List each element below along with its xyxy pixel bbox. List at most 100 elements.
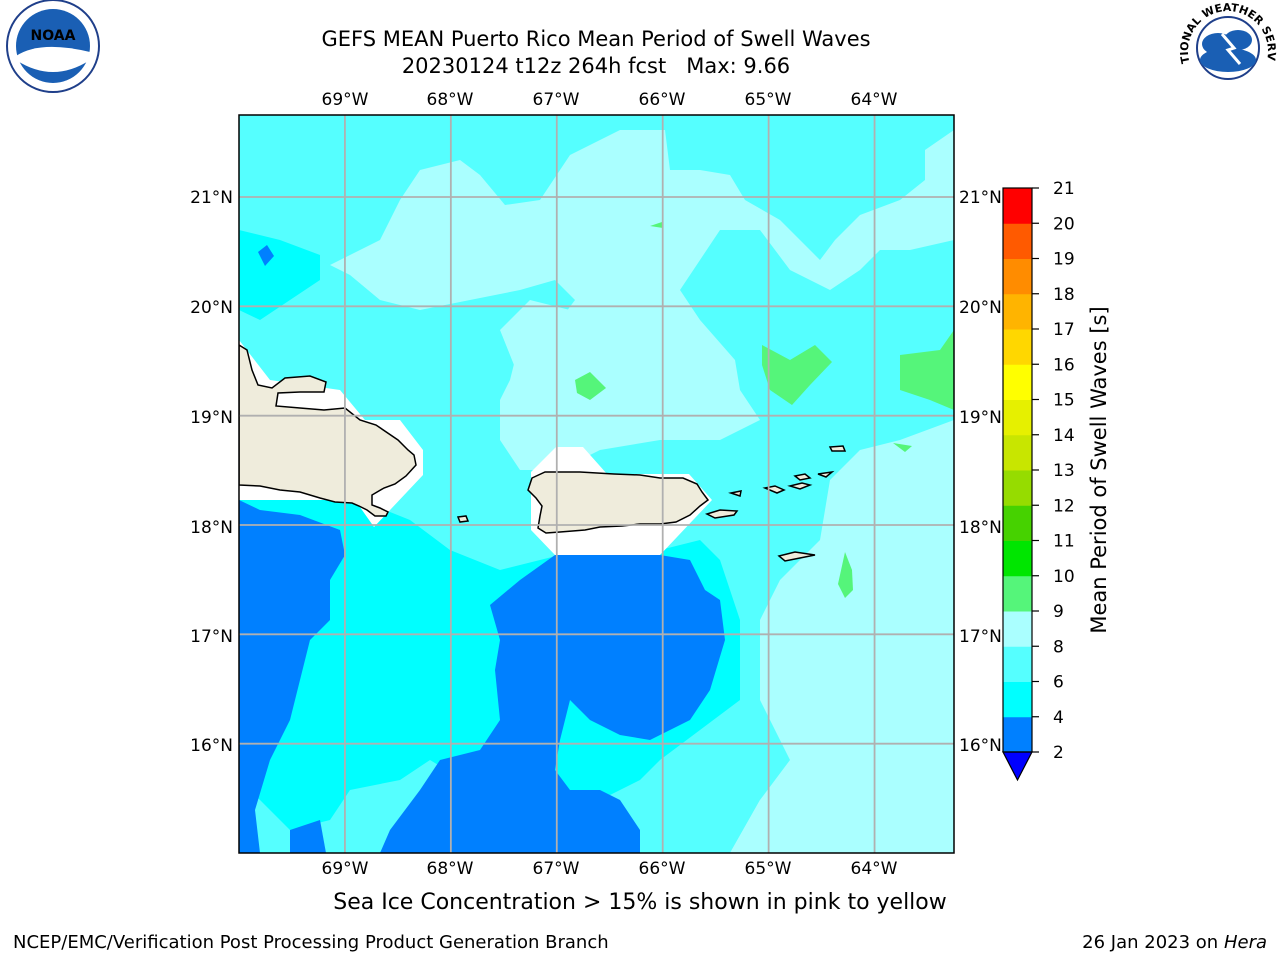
colorbar-swatch	[1003, 188, 1032, 224]
swell-band-8-9-blob-center	[500, 300, 640, 400]
colorbar-tick-label: 8	[1053, 637, 1064, 657]
swell-band-2-4-south-central	[380, 555, 725, 853]
colorbar-swatch	[1003, 716, 1032, 753]
lat-label-left: 17°N	[190, 627, 233, 647]
swell-band-9-10-patch-6	[650, 222, 663, 228]
swell-band-8-9-blob-southeast	[730, 780, 954, 853]
colorbar-tick-label: 11	[1053, 532, 1075, 552]
colorbar-swatch	[1003, 540, 1032, 577]
noaa-logo-text: NOAA	[31, 28, 76, 44]
lon-label-top: 65°W	[745, 90, 792, 110]
footer-machine: Hera	[1223, 932, 1267, 953]
lon-label-top: 67°W	[533, 90, 580, 110]
lat-label-right: 21°N	[959, 188, 1002, 208]
swell-band-9-10-patch-5	[893, 443, 912, 452]
colorbar-swatch	[1003, 470, 1032, 506]
lon-labels-top: 69°W 68°W 67°W 66°W 65°W 64°W	[322, 90, 898, 110]
footer-credit: NCEP/EMC/Verification Post Processing Pr…	[13, 932, 609, 953]
lon-label-bottom: 66°W	[639, 859, 686, 879]
lon-labels-bottom: 69°W 68°W 67°W 66°W 65°W 64°W	[322, 859, 898, 879]
colorbar-swatch	[1003, 258, 1032, 295]
colorbar-tick-label: 18	[1053, 285, 1075, 305]
swell-band-9-10-patch-1	[762, 345, 832, 405]
lon-label-bottom: 69°W	[322, 859, 369, 879]
chart-title-line-1: GEFS MEAN Puerto Rico Mean Period of Swe…	[321, 27, 871, 51]
swell-band-8-9-blob-east	[800, 450, 954, 670]
lat-labels-right: 21°N 20°N 19°N 18°N 17°N 16°N	[959, 188, 1002, 756]
colorbar-tick-label: 16	[1053, 355, 1075, 375]
colorbar-swatch	[1003, 646, 1032, 682]
colorbar-tick-label: 15	[1053, 391, 1075, 411]
colorbar-tick-label: 2	[1053, 743, 1064, 763]
land-hispaniola	[239, 344, 417, 517]
swell-band-2-4-speck	[258, 245, 274, 266]
colorbar-swatch	[1003, 434, 1032, 471]
lon-label-bottom: 68°W	[427, 859, 474, 879]
colorbar-tick-label: 20	[1053, 214, 1075, 234]
colorbar-swatch	[1003, 505, 1032, 541]
land-mona-island	[456, 515, 470, 523]
swell-band-6-8-northwest	[239, 115, 954, 290]
lat-label-right: 20°N	[959, 298, 1002, 318]
lat-label-right: 18°N	[959, 518, 1002, 538]
map-frame	[238, 114, 955, 854]
colorbar-swatch	[1003, 611, 1032, 647]
lat-labels-left: 21°N 20°N 19°N 18°N 17°N 16°N	[190, 188, 233, 756]
nws-logo-text: NATIONAL WEATHER SERVICE	[0, 0, 1278, 65]
colorbar-swatch	[1003, 681, 1032, 718]
colorbar-tick-label: 14	[1053, 426, 1075, 446]
colorbar-label: Mean Period of Swell Waves [s]	[1087, 306, 1111, 633]
chart-title-line-2: 20230124 t12z 264h fcst Max: 9.66	[401, 54, 791, 78]
lat-label-right: 17°N	[959, 627, 1002, 647]
lat-label-left: 18°N	[190, 518, 233, 538]
lat-label-right: 16°N	[959, 736, 1002, 756]
lat-label-left: 21°N	[190, 188, 233, 208]
colorbar-tick-label: 6	[1053, 673, 1064, 693]
noaa-logo: NOAA	[6, 0, 100, 93]
lon-label-top: 66°W	[639, 90, 686, 110]
swell-band-2-4-south-west-lobe	[290, 820, 326, 853]
lat-label-left: 16°N	[190, 736, 233, 756]
lon-label-top: 68°W	[427, 90, 474, 110]
footer-date-text: 26 Jan 2023 on	[1082, 932, 1224, 953]
colorbar-swatch	[1003, 293, 1032, 330]
lon-label-bottom: 64°W	[851, 859, 898, 879]
land-anegada	[828, 445, 847, 452]
colorbar-under-triangle	[1002, 751, 1033, 782]
colorbar: 2 4 6 8 9 10 11 12 13 14 15 16 17 18 19 20 21 Mean Perio…	[1002, 179, 1111, 782]
lat-label-right: 19°N	[959, 408, 1002, 428]
lon-label-bottom: 67°W	[533, 859, 580, 879]
colorbar-swatch	[1003, 575, 1032, 612]
footer-date: 26 Jan 2023 on Hera	[1082, 932, 1267, 953]
graticule	[239, 115, 954, 853]
nws-logo: NATIONAL WEATHER SERVICE	[0, 0, 1278, 94]
colorbar-tick-label: 17	[1053, 320, 1075, 340]
colorbar-tick-label: 19	[1053, 250, 1075, 270]
land-st-croix	[777, 551, 816, 562]
land-virgin-islands	[728, 470, 835, 497]
colorbar-swatches	[1003, 188, 1032, 753]
land-vieques	[704, 509, 739, 519]
swell-band-2-4-southwest	[239, 500, 345, 853]
swell-band-9-10-patch-3	[575, 372, 606, 400]
colorbar-tick-label: 4	[1053, 708, 1064, 728]
colorbar-tick-label: 10	[1053, 567, 1075, 587]
colorbar-swatch	[1003, 329, 1032, 365]
sea-ice-note: Sea Ice Concentration > 15% is shown in …	[333, 890, 947, 915]
lon-label-top: 64°W	[851, 90, 898, 110]
swell-band-9-10-patch-2	[900, 330, 954, 410]
colorbar-tick-label: 13	[1053, 461, 1075, 481]
lon-label-top: 69°W	[322, 90, 369, 110]
colorbar-tick-label: 9	[1053, 602, 1064, 622]
colorbar-tick-label: 12	[1053, 496, 1075, 516]
lat-label-left: 19°N	[190, 408, 233, 428]
colorbar-swatch	[1003, 223, 1032, 259]
colorbar-swatch	[1003, 364, 1032, 400]
map-plot-area	[239, 115, 954, 853]
lon-label-bottom: 65°W	[745, 859, 792, 879]
colorbar-swatch	[1003, 399, 1032, 436]
swell-band-9-10-patch-4	[838, 552, 853, 598]
colorbar-tick-label: 21	[1053, 179, 1075, 199]
lat-label-left: 20°N	[190, 298, 233, 318]
